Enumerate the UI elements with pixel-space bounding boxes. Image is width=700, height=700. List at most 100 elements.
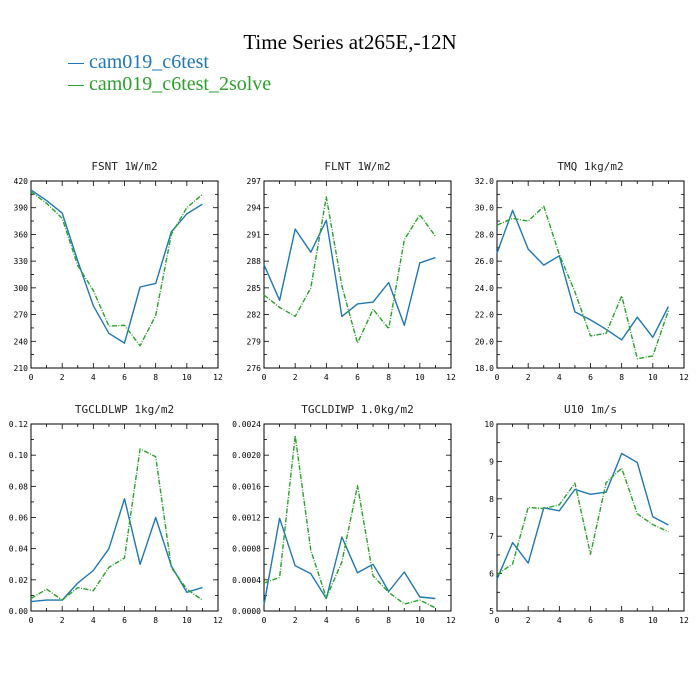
x-tick-label: 4 — [324, 616, 329, 625]
x-tick-label: 2 — [293, 616, 298, 625]
series-line — [496, 205, 670, 360]
legend-label: cam019_c6test — [89, 51, 209, 73]
y-tick-label: 0.0008 — [232, 545, 261, 554]
series-line — [263, 196, 436, 344]
x-tick-label: 2 — [526, 616, 531, 625]
x-tick-label: 4 — [557, 616, 562, 625]
x-tick-label: 10 — [182, 373, 192, 382]
y-tick-label: 30.0 — [475, 204, 494, 213]
y-tick-label: 390 — [14, 204, 29, 213]
chart-title: FSNT 1W/m2 — [91, 160, 157, 173]
series-line — [30, 191, 203, 347]
x-tick-label: 4 — [91, 373, 96, 382]
y-tick-label: 5 — [489, 607, 494, 616]
x-tick-label: 6 — [122, 616, 127, 625]
x-tick-label: 2 — [60, 616, 65, 625]
chart-title: U10 1m/s — [564, 403, 617, 416]
series-line — [30, 498, 203, 603]
x-tick-label: 10 — [415, 373, 425, 382]
chart-title: TGCLDIWP 1.0kg/m2 — [301, 403, 414, 416]
x-tick-label: 12 — [679, 373, 689, 382]
x-tick-label: 12 — [213, 373, 223, 382]
x-tick-label: 12 — [679, 616, 689, 625]
x-tick-label: 6 — [355, 373, 360, 382]
x-tick-label: 0 — [29, 373, 34, 382]
chart-title: TMQ 1kg/m2 — [557, 160, 623, 173]
page-title: Time Series at265E,-12N — [243, 30, 457, 54]
legend-label: cam019_c6test_2solve — [89, 73, 272, 95]
y-tick-label: 294 — [247, 204, 262, 213]
y-tick-label: 0.0004 — [232, 576, 261, 585]
series-line — [30, 189, 203, 344]
series-line — [263, 435, 436, 609]
x-tick-label: 6 — [588, 373, 593, 382]
y-tick-label: 24.0 — [475, 284, 494, 293]
x-tick-label: 8 — [619, 373, 624, 382]
y-tick-label: 0.08 — [9, 482, 28, 491]
y-tick-label: 288 — [247, 257, 262, 266]
series-line — [263, 517, 436, 605]
y-tick-label: 300 — [14, 284, 29, 293]
x-tick-label: 0 — [262, 616, 267, 625]
y-tick-label: 8 — [489, 495, 494, 504]
y-tick-label: 0.12 — [9, 420, 28, 429]
chart-title: TGCLDLWP 1kg/m2 — [75, 403, 174, 416]
y-tick-label: 0.0020 — [232, 451, 261, 460]
x-tick-label: 6 — [355, 616, 360, 625]
x-tick-label: 12 — [446, 373, 456, 382]
x-tick-label: 10 — [415, 616, 425, 625]
y-tick-label: 22.0 — [475, 311, 494, 320]
x-tick-label: 4 — [557, 373, 562, 382]
x-tick-label: 2 — [293, 373, 298, 382]
plot-frame — [496, 180, 685, 369]
x-tick-label: 4 — [324, 373, 329, 382]
x-tick-label: 10 — [648, 373, 658, 382]
y-tick-label: 0.0024 — [232, 420, 261, 429]
y-tick-label: 276 — [247, 364, 262, 373]
legend-swatch — [68, 62, 84, 64]
y-tick-label: 0.0016 — [232, 482, 261, 491]
y-tick-label: 10 — [484, 420, 494, 429]
chart-panel: TGCLDIWP 1.0kg/m2 0 2 4 6 8 10 12 0.0000 0.0004 0.… — [232, 403, 456, 625]
y-tick-label: 240 — [14, 337, 29, 346]
x-tick-label: 0 — [29, 616, 34, 625]
y-tick-label: 6 — [489, 570, 494, 579]
y-tick-label: 330 — [14, 257, 29, 266]
chart-title: FLNT 1W/m2 — [324, 160, 390, 173]
y-tick-label: 0.10 — [9, 451, 28, 460]
x-tick-label: 8 — [386, 616, 391, 625]
series-line — [496, 467, 669, 576]
series-line — [263, 219, 436, 326]
legend-item: cam019_c6test_2solve — [68, 73, 271, 96]
y-tick-label: 270 — [14, 311, 29, 320]
x-tick-label: 2 — [60, 373, 65, 382]
y-tick-label: 297 — [247, 177, 262, 186]
x-tick-label: 12 — [213, 616, 223, 625]
x-tick-label: 2 — [526, 373, 531, 382]
y-tick-label: 279 — [247, 337, 262, 346]
y-tick-label: 32.0 — [475, 177, 494, 186]
plot-frame — [30, 180, 219, 369]
y-tick-label: 282 — [247, 311, 262, 320]
chart-panel: TGCLDLWP 1kg/m2 0 2 4 6 8 10 12 0.00 0.02 0.04 0.06… — [9, 403, 223, 625]
chart-panel: TMQ 1kg/m2 0 2 4 6 8 10 12 18.0 20.0 22.0 24.0 26.0 2… — [475, 160, 689, 382]
x-tick-label: 8 — [386, 373, 391, 382]
y-tick-label: 285 — [247, 284, 262, 293]
plot-frame — [263, 180, 452, 369]
x-tick-label: 10 — [182, 616, 192, 625]
y-tick-label: 420 — [14, 177, 29, 186]
y-tick-label: 9 — [489, 457, 494, 466]
chart-panel: U10 1m/s 0 2 4 6 8 10 12 5 6 7 8 9 10 — [484, 403, 689, 625]
chart-panel: FLNT 1W/m2 0 2 4 6 8 10 12 276 279 282 285 288 291 294… — [247, 160, 456, 382]
x-tick-label: 12 — [446, 616, 456, 625]
series-line — [496, 209, 670, 341]
y-tick-label: 360 — [14, 230, 29, 239]
x-tick-label: 6 — [122, 373, 127, 382]
y-tick-label: 18.0 — [475, 364, 494, 373]
plot-frame — [30, 423, 219, 612]
x-tick-label: 10 — [648, 616, 658, 625]
y-tick-label: 7 — [489, 532, 494, 541]
x-tick-label: 6 — [588, 616, 593, 625]
y-tick-label: 0.0000 — [232, 607, 261, 616]
